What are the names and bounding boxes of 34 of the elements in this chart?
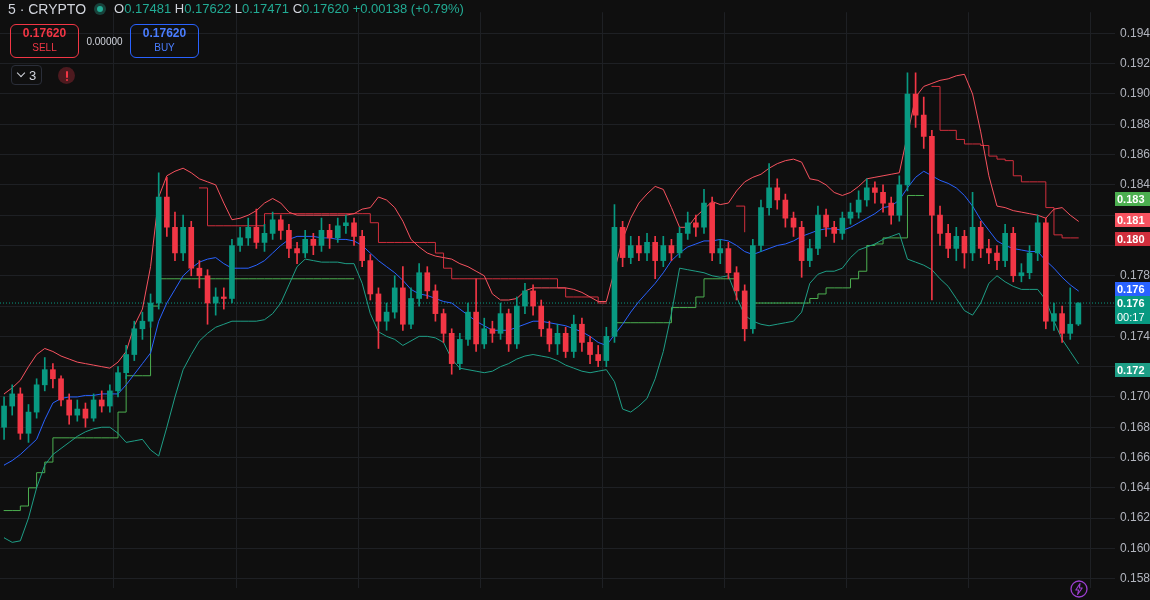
annotation: 0.176	[1115, 282, 1150, 297]
annotation: 0.183	[1115, 191, 1150, 206]
candlestick	[294, 242, 300, 264]
y-tick-label: 0.166	[1120, 449, 1150, 464]
y-tick-label: 0.178	[1120, 268, 1150, 283]
candlestick	[717, 239, 724, 264]
y-tick-label: 0.164	[1120, 480, 1150, 495]
annotation: 0.180	[1115, 232, 1150, 247]
y-tick-label: 0.158	[1120, 571, 1150, 586]
candlestick	[986, 239, 992, 264]
annotation: 3	[29, 68, 37, 83]
y-tick-label: 0.162	[1120, 510, 1150, 525]
annotation: 0.00000	[85, 35, 124, 48]
y-tick-label: 0.188	[1120, 116, 1150, 131]
y-tick-label: 0.174	[1120, 328, 1150, 343]
y-tick-label: 0.192	[1120, 56, 1150, 71]
y-tick-label: 0.170	[1120, 389, 1150, 404]
y-tick-label: 0.186	[1120, 146, 1150, 161]
y-tick-label: 0.190	[1120, 86, 1150, 101]
y-tick-label: 0.184	[1120, 177, 1150, 192]
annotation: 0.181	[1115, 212, 1150, 227]
ref-line-label: 0.176 00:17	[1117, 296, 1150, 325]
chart-subtitle: O0.17481 H0.17622 L0.17471 C0.17620 +0.00138 (+0.79%)	[114, 1, 464, 16]
annotation: 0.17620	[141, 26, 188, 41]
y-tick-label: 0.160	[1120, 540, 1150, 555]
y-tick-label: 0.194	[1120, 25, 1150, 40]
candlestick	[343, 214, 349, 234]
annotation: BUY	[153, 41, 176, 54]
annotation: 0.172	[1115, 362, 1150, 377]
chart-title: 5 · CRYPTO	[8, 0, 87, 18]
annotation: 0.17620	[21, 26, 68, 41]
candlestick	[220, 287, 227, 310]
annotation: SELL	[31, 41, 58, 54]
y-tick-label: 0.168	[1120, 419, 1150, 434]
